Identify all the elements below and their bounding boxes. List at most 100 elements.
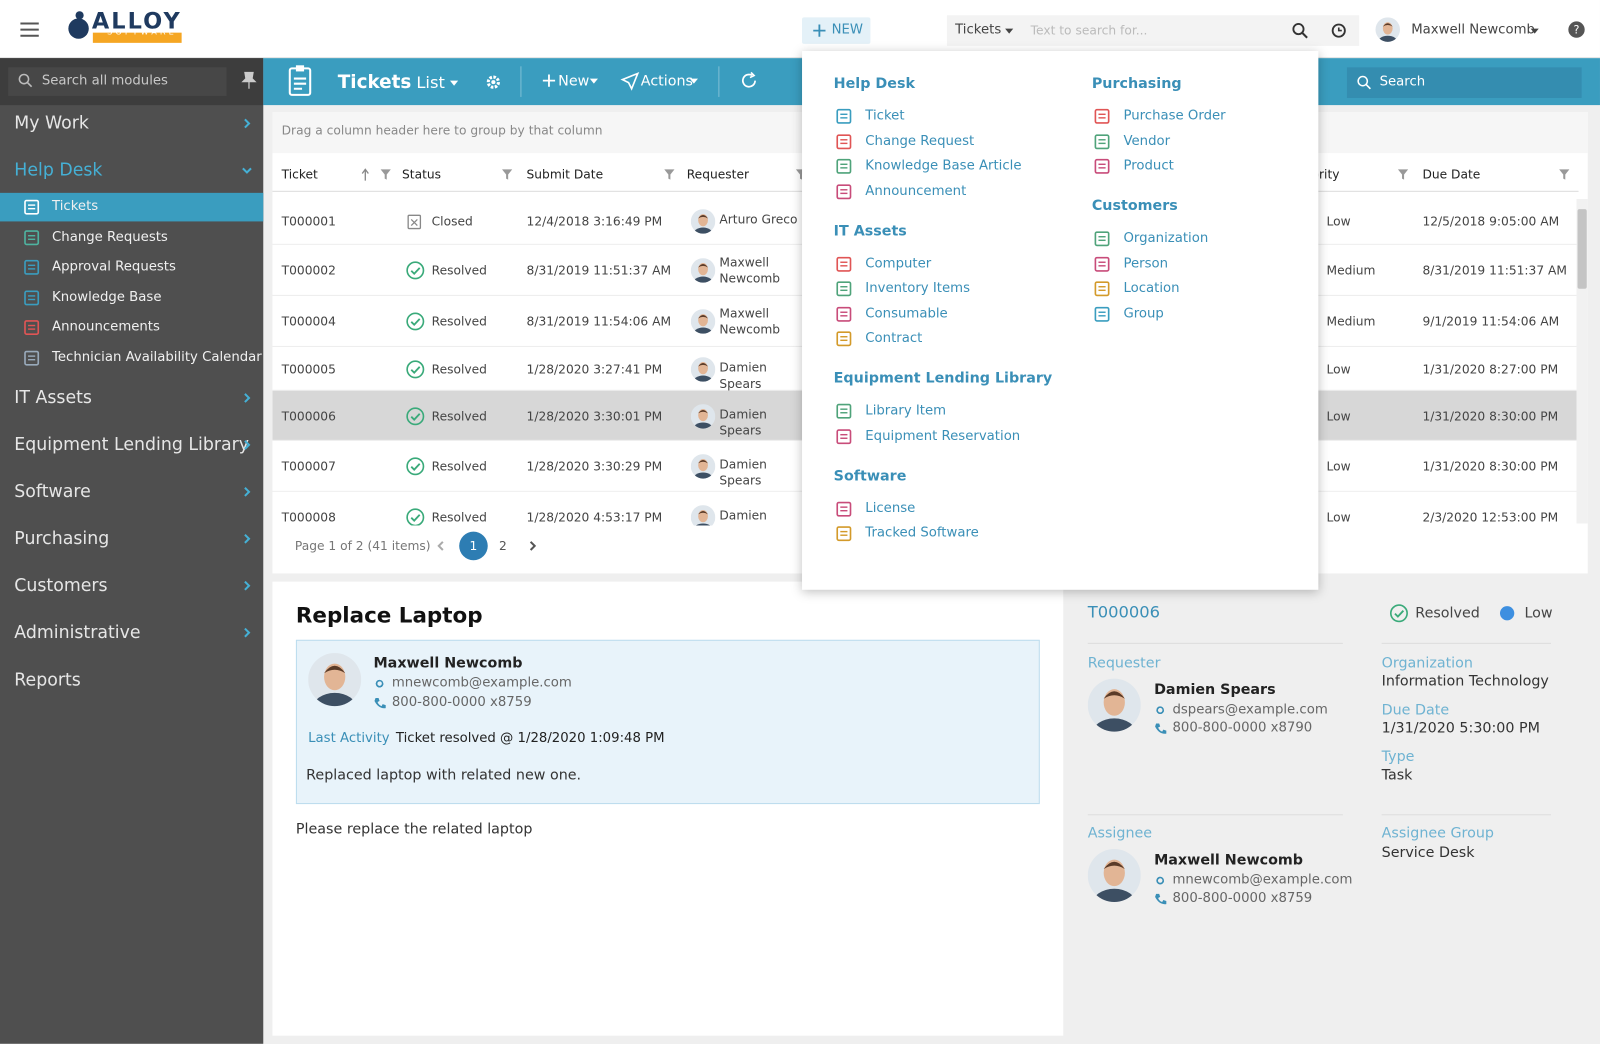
priority: Low [1326, 361, 1351, 377]
divider [1087, 642, 1343, 644]
filter-icon[interactable] [664, 169, 675, 180]
avatar [690, 403, 716, 429]
search-input[interactable]: Text to search for... [1030, 23, 1148, 38]
due-date: 1/31/2020 8:27:00 PM [1422, 361, 1559, 377]
column-header[interactable]: Status [402, 167, 442, 182]
submodule-item[interactable]: Change Requests [52, 229, 168, 245]
page-number[interactable]: 2 [498, 538, 507, 554]
submodule-item[interactable]: Tickets [52, 198, 99, 215]
menu-item[interactable]: Consumable [865, 305, 948, 321]
at-icon [375, 679, 384, 688]
menu-item[interactable]: License [865, 500, 916, 516]
module-search-label: Search [1379, 74, 1426, 90]
module-item[interactable]: Help Desk [14, 160, 103, 181]
pager-summary: Page 1 of 2 (41 items) [294, 538, 431, 554]
help-icon[interactable]: ? [1568, 21, 1585, 38]
phone-icon [374, 697, 386, 709]
menu-item[interactable]: Product [1123, 158, 1174, 174]
module-item[interactable]: IT Assets [14, 387, 92, 409]
module-item[interactable]: Reports [14, 670, 81, 691]
menu-item[interactable]: Location [1123, 280, 1180, 296]
view-selector[interactable]: List [416, 72, 445, 92]
module-item[interactable]: My Work [14, 113, 89, 134]
menu-item[interactable]: Change Request [865, 133, 975, 149]
menu-section-title: Software [833, 467, 907, 485]
menu-icon [24, 259, 40, 275]
menu-item[interactable]: Vendor [1123, 133, 1171, 149]
menu-item[interactable]: Person [1123, 255, 1169, 271]
sidebar: Search all modules My Work Help Desk Ticket… [0, 58, 264, 1044]
menu-item[interactable]: Computer [865, 255, 932, 271]
due-date: 9/1/2019 11:54:06 AM [1422, 314, 1560, 329]
status: Resolved [431, 314, 487, 329]
at-icon [1156, 706, 1165, 715]
menu-item[interactable]: Tracked Software [865, 525, 979, 541]
column-header[interactable]: Submit Date [526, 167, 604, 182]
field-value: 1/31/2020 5:30:00 PM [1381, 720, 1540, 737]
menu-item[interactable]: Ticket [865, 108, 905, 124]
menu-item[interactable]: Equipment Reservation [865, 428, 1021, 444]
menu-item[interactable]: Announcement [865, 183, 967, 199]
settings-icon[interactable] [486, 74, 501, 89]
menu-item[interactable]: Knowledge Base Article [865, 158, 1022, 174]
field-value: Task [1381, 767, 1413, 784]
submit-date: 1/28/2020 3:30:01 PM [526, 408, 663, 423]
submodule-item[interactable]: Technician Availability Calendar [52, 349, 262, 366]
sort-icon [361, 168, 369, 181]
group-hint: Drag a column header here to group by th… [281, 123, 603, 138]
submodule-item[interactable]: Announcements [52, 319, 160, 335]
column-header[interactable]: Ticket [281, 167, 318, 182]
module-item[interactable]: Software [14, 481, 91, 503]
sidebar-search-input[interactable] [8, 67, 227, 96]
scrollbar-track [1576, 198, 1588, 524]
pin-icon[interactable] [241, 71, 257, 89]
filter-icon[interactable] [502, 169, 513, 180]
menu-item[interactable]: Library Item [865, 403, 947, 419]
avatar [690, 258, 716, 283]
column-header[interactable]: Requester [686, 167, 750, 182]
toolbar-separator: - [401, 72, 407, 92]
scrollbar-thumb[interactable] [1577, 209, 1587, 289]
avatar [1087, 848, 1141, 903]
menu-button[interactable] [20, 22, 39, 37]
priority: Low [1326, 459, 1351, 474]
status: Resolved [431, 459, 487, 474]
user-name[interactable]: Maxwell Newcomb [1411, 22, 1535, 38]
module-search[interactable]: Search [1346, 67, 1582, 98]
submodule-item[interactable]: Approval Requests [52, 259, 176, 275]
filter-icon[interactable] [1559, 169, 1570, 180]
search-icon[interactable] [1292, 22, 1308, 39]
module-item[interactable]: Purchasing [14, 528, 110, 549]
menu-item[interactable]: Contract [865, 330, 923, 346]
page-button-active[interactable]: 1 [459, 531, 488, 561]
new-button[interactable]: NEW [802, 17, 871, 44]
ticket-id: T000002 [281, 263, 336, 278]
refresh-icon[interactable] [741, 71, 757, 88]
filter-icon[interactable] [1397, 169, 1409, 180]
column-header[interactable]: Due Date [1422, 167, 1481, 182]
actions-menu[interactable]: Actions [640, 73, 693, 90]
search-scope[interactable]: Tickets [955, 22, 1002, 38]
advanced-search-icon[interactable] [1331, 22, 1347, 38]
menu-item[interactable]: Organization [1123, 230, 1209, 246]
menu-icon [24, 290, 40, 306]
submit-date: 1/28/2020 3:27:41 PM [526, 361, 663, 377]
module-item[interactable]: Customers [14, 575, 108, 596]
new-action[interactable]: New [558, 73, 590, 90]
menu-item[interactable]: Inventory Items [865, 280, 970, 296]
submit-date: 8/31/2019 11:51:37 AM [526, 263, 672, 278]
menu-icon [1094, 256, 1110, 272]
new-button-label[interactable]: NEW [831, 22, 864, 38]
phone-icon [1155, 723, 1167, 734]
logo-tagline: SOFTWARE [107, 27, 177, 37]
menu-item[interactable]: Purchase Order [1123, 108, 1226, 124]
menu-item[interactable]: Group [1123, 305, 1164, 321]
search-icon [18, 73, 33, 88]
menu-icon [836, 133, 852, 149]
filter-icon[interactable] [380, 169, 391, 180]
module-item[interactable]: Equipment Lending Library [14, 434, 249, 456]
submodule-item[interactable]: Knowledge Base [52, 289, 162, 306]
module-item[interactable]: Administrative [14, 622, 141, 643]
chevron-icon [244, 487, 251, 497]
